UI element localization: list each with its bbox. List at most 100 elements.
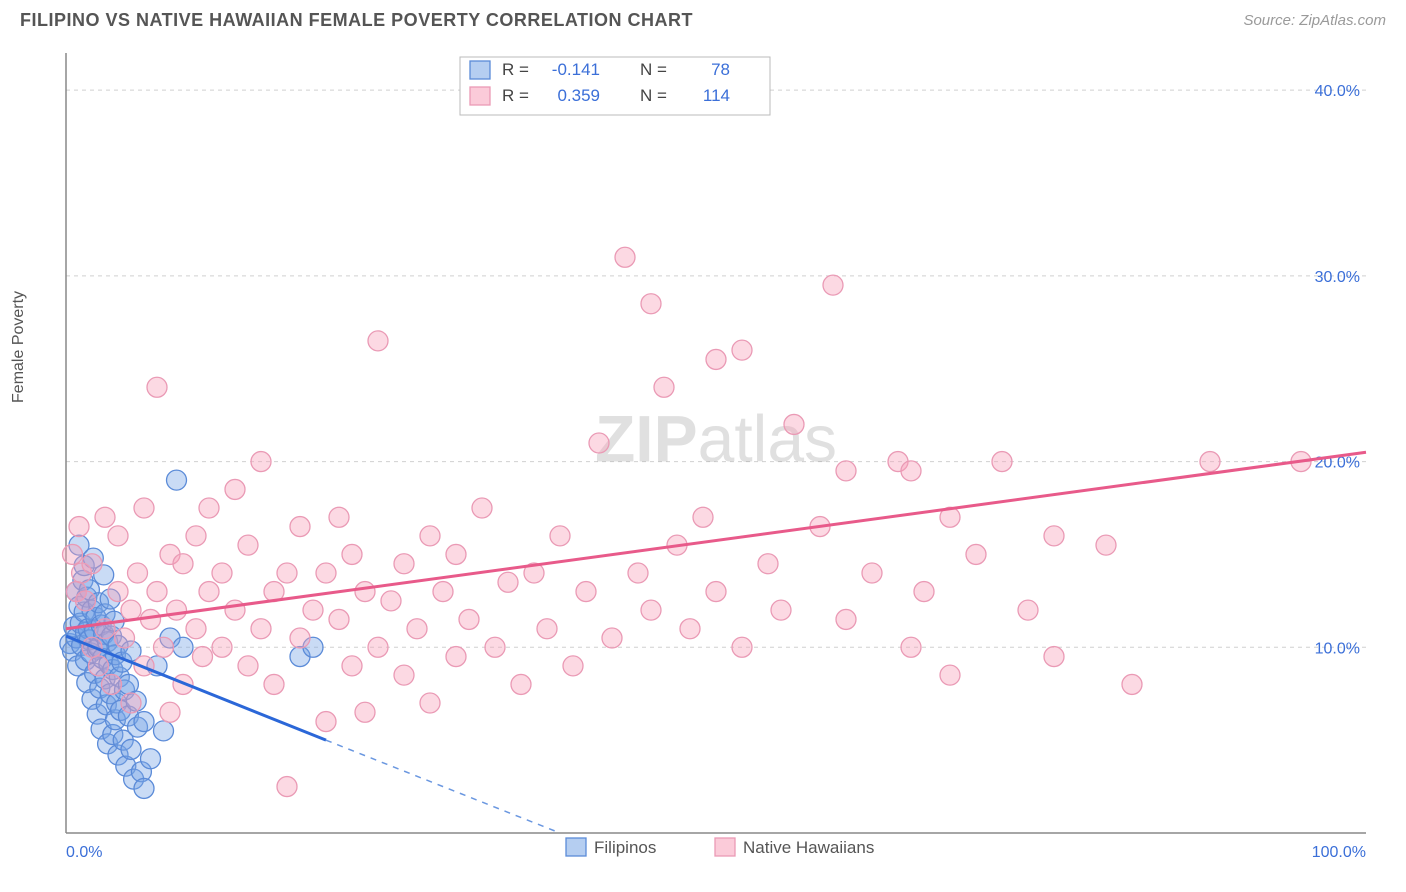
data-point: [277, 563, 297, 583]
data-point: [966, 544, 986, 564]
data-point: [693, 507, 713, 527]
data-point: [303, 600, 323, 620]
data-point: [173, 637, 193, 657]
legend-r-value: -0.141: [552, 60, 600, 79]
data-point: [420, 526, 440, 546]
legend-swatch: [470, 61, 490, 79]
data-point: [186, 526, 206, 546]
data-point: [407, 619, 427, 639]
data-point: [992, 452, 1012, 472]
data-point: [901, 461, 921, 481]
data-point: [134, 712, 154, 732]
source-credit: Source: ZipAtlas.com: [1243, 12, 1386, 29]
data-point: [147, 582, 167, 602]
data-point: [628, 563, 648, 583]
data-point: [394, 665, 414, 685]
data-point: [167, 470, 187, 490]
data-point: [121, 693, 141, 713]
data-point: [277, 777, 297, 797]
data-point: [368, 637, 388, 657]
series-label: Native Hawaiians: [743, 838, 874, 857]
data-point: [238, 535, 258, 555]
legend-swatch: [470, 87, 490, 105]
data-point: [141, 749, 161, 769]
data-point: [264, 674, 284, 694]
data-point: [394, 554, 414, 574]
data-point: [472, 498, 492, 518]
data-point: [784, 414, 804, 434]
data-point: [173, 554, 193, 574]
data-point: [732, 340, 752, 360]
data-point: [771, 600, 791, 620]
chart-title: FILIPINO VS NATIVE HAWAIIAN FEMALE POVER…: [20, 10, 693, 31]
data-point: [147, 377, 167, 397]
data-point: [563, 656, 583, 676]
data-point: [329, 609, 349, 629]
scatter-chart: 10.0%20.0%30.0%40.0%ZIPatlas0.0%100.0%R …: [20, 39, 1386, 879]
data-point: [654, 377, 674, 397]
legend-n-value: 78: [711, 60, 730, 79]
data-point: [238, 656, 258, 676]
data-point: [511, 674, 531, 694]
data-point: [342, 656, 362, 676]
data-point: [1044, 647, 1064, 667]
data-point: [732, 637, 752, 657]
legend-n-value: 114: [703, 86, 730, 105]
data-point: [680, 619, 700, 639]
legend-r-value: 0.359: [557, 86, 600, 105]
data-point: [108, 582, 128, 602]
data-point: [940, 665, 960, 685]
data-point: [134, 778, 154, 798]
data-point: [76, 591, 96, 611]
data-point: [167, 600, 187, 620]
data-point: [89, 656, 109, 676]
data-point: [914, 582, 934, 602]
data-point: [862, 563, 882, 583]
y-axis-label: Female Poverty: [10, 291, 28, 403]
x-tick-label: 0.0%: [66, 844, 102, 861]
series-label: Filipinos: [594, 838, 656, 857]
data-point: [706, 582, 726, 602]
data-point: [602, 628, 622, 648]
data-point: [342, 544, 362, 564]
data-point: [485, 637, 505, 657]
legend-n-label: N =: [640, 60, 667, 79]
data-point: [706, 349, 726, 369]
legend-n-label: N =: [640, 86, 667, 105]
data-point: [1044, 526, 1064, 546]
x-tick-label: 100.0%: [1312, 844, 1366, 861]
data-point: [537, 619, 557, 639]
data-point: [355, 582, 375, 602]
data-point: [1122, 674, 1142, 694]
data-point: [63, 544, 83, 564]
data-point: [1200, 452, 1220, 472]
data-point: [836, 609, 856, 629]
data-point: [576, 582, 596, 602]
chart-container: Female Poverty 10.0%20.0%30.0%40.0%ZIPat…: [20, 39, 1386, 879]
data-point: [212, 637, 232, 657]
data-point: [823, 275, 843, 295]
data-point: [160, 702, 180, 722]
data-point: [225, 479, 245, 499]
data-point: [199, 582, 219, 602]
data-point: [115, 628, 135, 648]
data-point: [758, 554, 778, 574]
data-point: [316, 712, 336, 732]
data-point: [355, 702, 375, 722]
trendline-native-hawaiians: [66, 452, 1366, 628]
data-point: [290, 517, 310, 537]
data-point: [121, 739, 141, 759]
data-point: [199, 498, 219, 518]
data-point: [251, 452, 271, 472]
data-point: [121, 600, 141, 620]
trendline-filipinos-extrap: [326, 740, 560, 833]
y-tick-label: 30.0%: [1315, 269, 1360, 286]
data-point: [154, 721, 174, 741]
data-point: [368, 331, 388, 351]
data-point: [589, 433, 609, 453]
data-point: [69, 517, 89, 537]
data-point: [82, 554, 102, 574]
data-point: [316, 563, 336, 583]
data-point: [251, 619, 271, 639]
series-swatch: [566, 838, 586, 856]
